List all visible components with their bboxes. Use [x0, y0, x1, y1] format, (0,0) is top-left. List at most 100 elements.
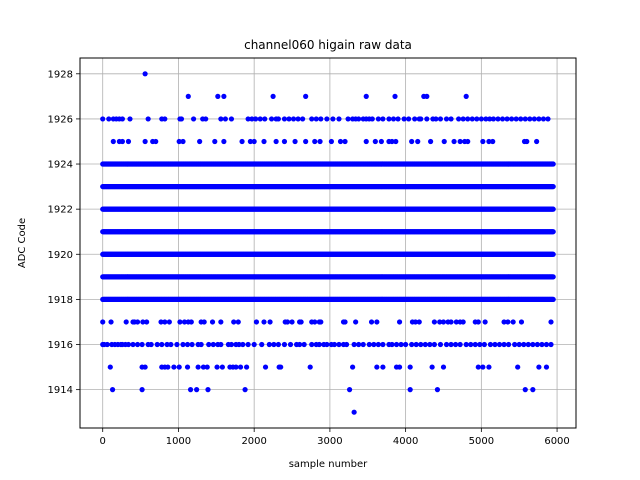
data-point: [177, 319, 183, 325]
data-point: [548, 319, 554, 325]
data-point: [457, 138, 463, 145]
data-point: [460, 319, 466, 325]
data-point: [506, 341, 512, 348]
data-point: [550, 206, 556, 212]
data-point: [530, 341, 536, 348]
data-point: [253, 319, 260, 325]
data-point: [448, 116, 454, 122]
data-point: [205, 387, 211, 393]
data-point: [233, 364, 239, 370]
data-point: [380, 116, 386, 122]
data-point: [134, 341, 141, 348]
data-point: [356, 341, 362, 348]
data-points: [100, 71, 556, 415]
data-point: [178, 116, 185, 122]
data-point: [472, 341, 478, 348]
data-point: [295, 116, 301, 122]
data-point: [218, 319, 224, 325]
data-point: [550, 296, 556, 303]
data-point: [218, 116, 224, 122]
data-point: [330, 116, 336, 122]
data-point: [292, 138, 298, 145]
data-point: [240, 341, 246, 348]
data-point: [109, 387, 116, 393]
data-point: [424, 93, 430, 99]
data-point: [153, 138, 159, 145]
data-point: [487, 341, 494, 348]
data-point: [142, 71, 148, 77]
data-point: [401, 116, 407, 122]
data-point: [482, 319, 488, 325]
data-point: [228, 341, 235, 348]
data-point: [468, 341, 474, 348]
data-point: [215, 93, 221, 99]
data-point: [431, 319, 437, 325]
data-point: [372, 138, 378, 145]
data-point: [271, 341, 277, 348]
data-point: [457, 341, 463, 348]
data-point: [309, 116, 315, 122]
data-point: [418, 116, 424, 122]
data-point: [474, 116, 480, 122]
data-point: [278, 364, 284, 370]
data-point: [390, 116, 397, 122]
data-point: [530, 387, 536, 393]
data-point: [342, 319, 348, 325]
data-point: [346, 387, 353, 393]
data-point: [396, 364, 403, 370]
data-point: [203, 116, 209, 122]
data-point: [297, 341, 303, 348]
data-point: [548, 341, 554, 348]
data-point: [448, 319, 454, 325]
data-point: [513, 116, 519, 122]
data-point: [144, 319, 150, 325]
data-point: [317, 138, 323, 145]
data-point: [416, 319, 422, 325]
data-point: [201, 319, 207, 325]
data-point: [303, 138, 309, 145]
data-point: [525, 341, 531, 348]
data-point: [261, 138, 267, 145]
data-point: [374, 319, 380, 325]
data-point: [165, 364, 171, 370]
data-point: [518, 116, 524, 122]
data-point: [259, 341, 265, 348]
data-point: [336, 341, 342, 348]
data-point: [437, 341, 444, 348]
data-point: [469, 116, 475, 122]
data-point: [198, 341, 204, 348]
data-point: [509, 116, 515, 122]
data-point: [434, 387, 441, 393]
data-point: [123, 319, 129, 325]
data-point: [162, 116, 168, 122]
data-point: [534, 138, 540, 145]
data-point: [550, 251, 556, 257]
data-point: [465, 116, 471, 122]
data-point: [393, 138, 399, 145]
data-point: [531, 116, 537, 122]
data-point: [343, 341, 350, 348]
data-point: [184, 341, 191, 348]
data-point: [318, 319, 324, 325]
data-point: [312, 319, 318, 325]
data-point: [527, 116, 533, 122]
data-point: [345, 116, 351, 122]
data-point: [480, 138, 486, 145]
data-point: [409, 341, 415, 348]
data-point: [407, 387, 413, 393]
data-point: [287, 341, 294, 348]
data-point: [119, 138, 126, 145]
data-point: [431, 341, 437, 348]
data-point: [148, 341, 154, 348]
data-point: [176, 364, 182, 370]
data-point: [407, 364, 413, 370]
data-point: [268, 116, 275, 122]
data-point: [171, 364, 177, 370]
data-point: [369, 116, 375, 122]
data-point: [413, 341, 419, 348]
data-point: [490, 116, 497, 122]
data-point: [460, 116, 466, 122]
data-point: [375, 341, 381, 348]
data-point: [100, 319, 106, 325]
